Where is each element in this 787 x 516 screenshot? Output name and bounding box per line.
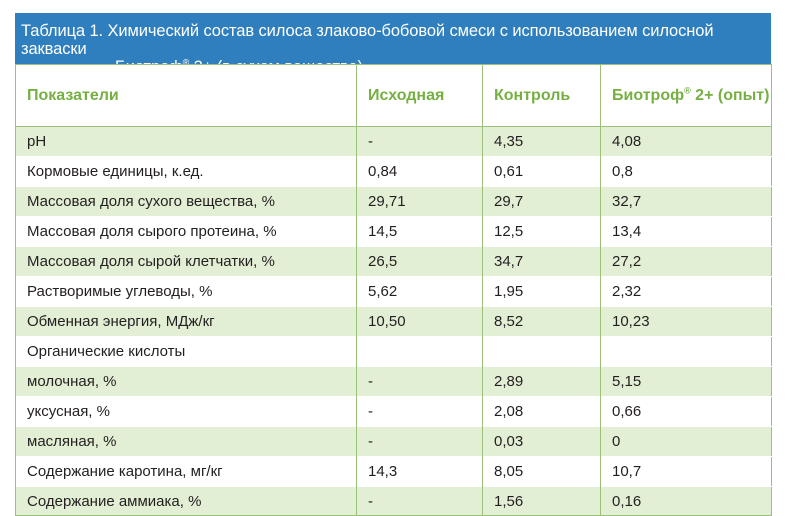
cell-control: 12,5 [482, 216, 601, 247]
cell-control: 0,03 [482, 426, 601, 457]
table-row: Массовая доля сырой клетчатки, % 26,5 34,7… [15, 246, 772, 277]
header-initial: Исходная [356, 64, 483, 127]
table-row: масляная, % -0,03 0 [15, 426, 772, 457]
cell-control: 8,05 [482, 456, 601, 487]
cell-indicator: Обменная энергия, МДж/кг [15, 306, 357, 337]
table-caption: Таблица 1. Химический состав силоса злак… [15, 13, 771, 76]
cell-initial: - [356, 126, 483, 157]
cell-biotrof: 2,32 [600, 276, 772, 307]
cell-indicator: pH [15, 126, 357, 157]
cell-initial: - [356, 426, 483, 457]
table-row: Массовая доля сухого вещества, % 29,71 29,… [15, 186, 772, 217]
header-row: Показатели Исходная Контроль Биотроф® 2+… [15, 64, 772, 127]
cell-control: 8,52 [482, 306, 601, 337]
cell-biotrof [600, 336, 772, 367]
cell-biotrof: 5,15 [600, 366, 772, 397]
header-biotrof: Биотроф® 2+ (опыт) [600, 64, 772, 127]
table-row: уксусная, % -2,08 0,66 [15, 396, 772, 427]
cell-control: 34,7 [482, 246, 601, 277]
cell-initial: 0,84 [356, 156, 483, 187]
cell-control: 0,61 [482, 156, 601, 187]
cell-biotrof: 13,4 [600, 216, 772, 247]
cell-biotrof: 10,23 [600, 306, 772, 337]
header-registered-mark: ® [684, 85, 691, 96]
table-frame: Таблица 1. Химический состав силоса злак… [15, 13, 772, 516]
table-row: Содержание аммиака, % -1,56 0,16 [15, 486, 772, 516]
cell-initial: 10,50 [356, 306, 483, 337]
cell-biotrof: 0,66 [600, 396, 772, 427]
cell-biotrof: 4,08 [600, 126, 772, 157]
table-row: Содержание каротина, мг/кг 14,3 8,05 10,7 [15, 456, 772, 487]
cell-indicator: Органические кислоты [15, 336, 357, 367]
cell-indicator: молочная, % [15, 366, 357, 397]
caption-registered-mark: ® [182, 57, 190, 68]
cell-indicator: Массовая доля сухого вещества, % [15, 186, 357, 217]
cell-initial: - [356, 396, 483, 427]
cell-indicator: Содержание аммиака, % [15, 486, 357, 516]
cell-indicator: Массовая доля сырой клетчатки, % [15, 246, 357, 277]
table-row: Органические кислоты [15, 336, 772, 367]
cell-biotrof: 27,2 [600, 246, 772, 277]
cell-indicator: Массовая доля сырого протеина, % [15, 216, 357, 247]
table-row: pH -4,35 4,08 [15, 126, 772, 157]
cell-indicator: Растворимые углеводы, % [15, 276, 357, 307]
table-row: Обменная энергия, МДж/кг 10,50 8,52 10,23 [15, 306, 772, 337]
table-row: молочная, % -2,89 5,15 [15, 366, 772, 397]
cell-initial: - [356, 366, 483, 397]
caption-line-1: Таблица 1. Химический состав силоса злак… [21, 22, 714, 58]
cell-biotrof: 10,7 [600, 456, 772, 487]
cell-control: 4,35 [482, 126, 601, 157]
cell-control: 2,08 [482, 396, 601, 427]
header-indicators: Показатели [15, 64, 357, 127]
cell-indicator: Кормовые единицы, к.ед. [15, 156, 357, 187]
cell-biotrof: 0,16 [600, 486, 772, 516]
cell-control: 2,89 [482, 366, 601, 397]
cell-initial: 14,5 [356, 216, 483, 247]
composition-table: Показатели Исходная Контроль Биотроф® 2+… [15, 64, 772, 516]
cell-biotrof: 0,8 [600, 156, 772, 187]
cell-control: 1,95 [482, 276, 601, 307]
cell-initial [356, 336, 483, 367]
cell-indicator: Содержание каротина, мг/кг [15, 456, 357, 487]
table-row: Кормовые единицы, к.ед. 0,84 0,61 0,8 [15, 156, 772, 187]
cell-biotrof: 32,7 [600, 186, 772, 217]
cell-indicator: уксусная, % [15, 396, 357, 427]
cell-initial: 5,62 [356, 276, 483, 307]
table-row: Массовая доля сырого протеина, % 14,5 12,5… [15, 216, 772, 247]
header-biotrof-main: Биотроф [612, 86, 685, 104]
cell-biotrof: 0 [600, 426, 772, 457]
cell-indicator: масляная, % [15, 426, 357, 457]
cell-control: 1,56 [482, 486, 601, 516]
header-control: Контроль [482, 64, 601, 127]
cell-initial: 14,3 [356, 456, 483, 487]
cell-initial: 26,5 [356, 246, 483, 277]
cell-control: 29,7 [482, 186, 601, 217]
cell-initial: - [356, 486, 483, 516]
cell-initial: 29,71 [356, 186, 483, 217]
header-biotrof-rest: 2+ (опыт) [690, 86, 770, 104]
table-row: Растворимые углеводы, % 5,62 1,95 2,32 [15, 276, 772, 307]
cell-control [482, 336, 601, 367]
